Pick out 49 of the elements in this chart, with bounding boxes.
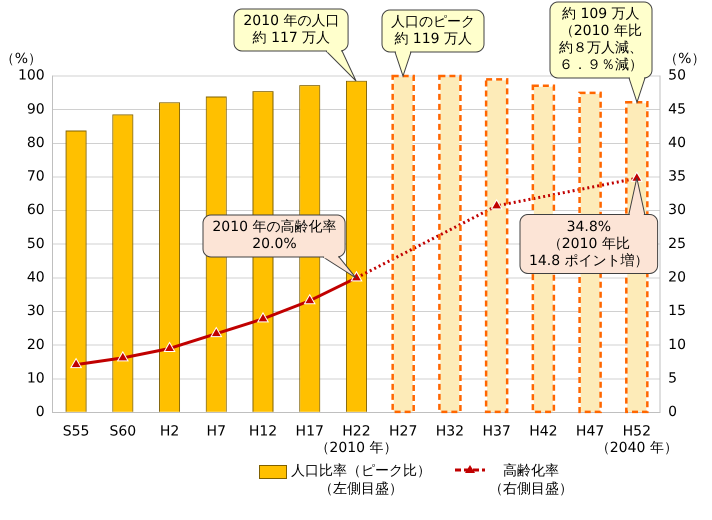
x-tick-label: H12 [248,423,278,440]
point [304,294,316,304]
point [490,199,502,210]
x-tick-label: H17 [296,423,324,440]
annotation: 2010 年の高齢化率20.0% [211,218,338,253]
point [164,342,176,352]
y-tick-label: 80 [26,134,45,151]
y-tick-label: 50 [26,236,45,252]
point [210,327,222,338]
y2-tick-label: 25 [668,236,686,252]
annotation: 人口のピーク約 119 万人 [390,14,476,48]
y-tick-label: 90 [26,101,45,118]
x-tick-label: H27 [389,423,418,440]
y2-tick-label: 35 [668,168,686,185]
y-tick-label: 10 [26,370,45,386]
x-tick-label: H37 [482,423,511,440]
y2-tick-label: 50 [668,68,686,84]
y2-tick-label: 15 [668,303,686,320]
y-tick-label: 30 [26,303,45,320]
y-tick-label: 20 [26,336,45,353]
annotation: 2010 年の人口約 117 万人 [242,12,340,47]
point [257,312,269,322]
x-tick-label: H2 [160,423,180,440]
annotation: 34.8%（2010 年比14.8 ポイント増） [528,218,650,270]
y2-tick-label: 30 [668,202,686,218]
point [70,358,82,368]
legend-label: 人口比率（ピーク比）（左側目盛） [291,462,431,498]
y-tick-label: 100 [18,68,45,84]
y-tick-label: 70 [26,168,45,185]
x-tick-label: H32 [436,423,464,440]
point [117,351,129,362]
x-tick-label: H7 [206,423,226,440]
y2-tick-label: 45 [668,101,686,118]
y-tick-label: 0 [36,404,45,420]
text: （%） [0,50,42,68]
y-tick-label: 40 [26,269,45,286]
x-tick-label: S55 [62,423,90,440]
x-tick-label: H47 [576,423,604,440]
x-tick-label: H42 [529,423,558,440]
y2-tick-label: 40 [668,134,686,151]
y2-tick-label: 20 [668,269,686,286]
y2-tick-label: 0 [668,404,678,420]
legend-label: 高齢化率（右側目盛） [489,462,573,498]
x-tick-label: S60 [109,423,136,440]
annotation: 約 109 万人（2010 年比約８万人減、６．９％減） [558,6,644,74]
text: （%） [664,50,706,68]
y2-tick-label: 10 [668,336,686,353]
y2-tick-label: 5 [668,370,678,386]
y-tick-label: 60 [26,202,45,218]
